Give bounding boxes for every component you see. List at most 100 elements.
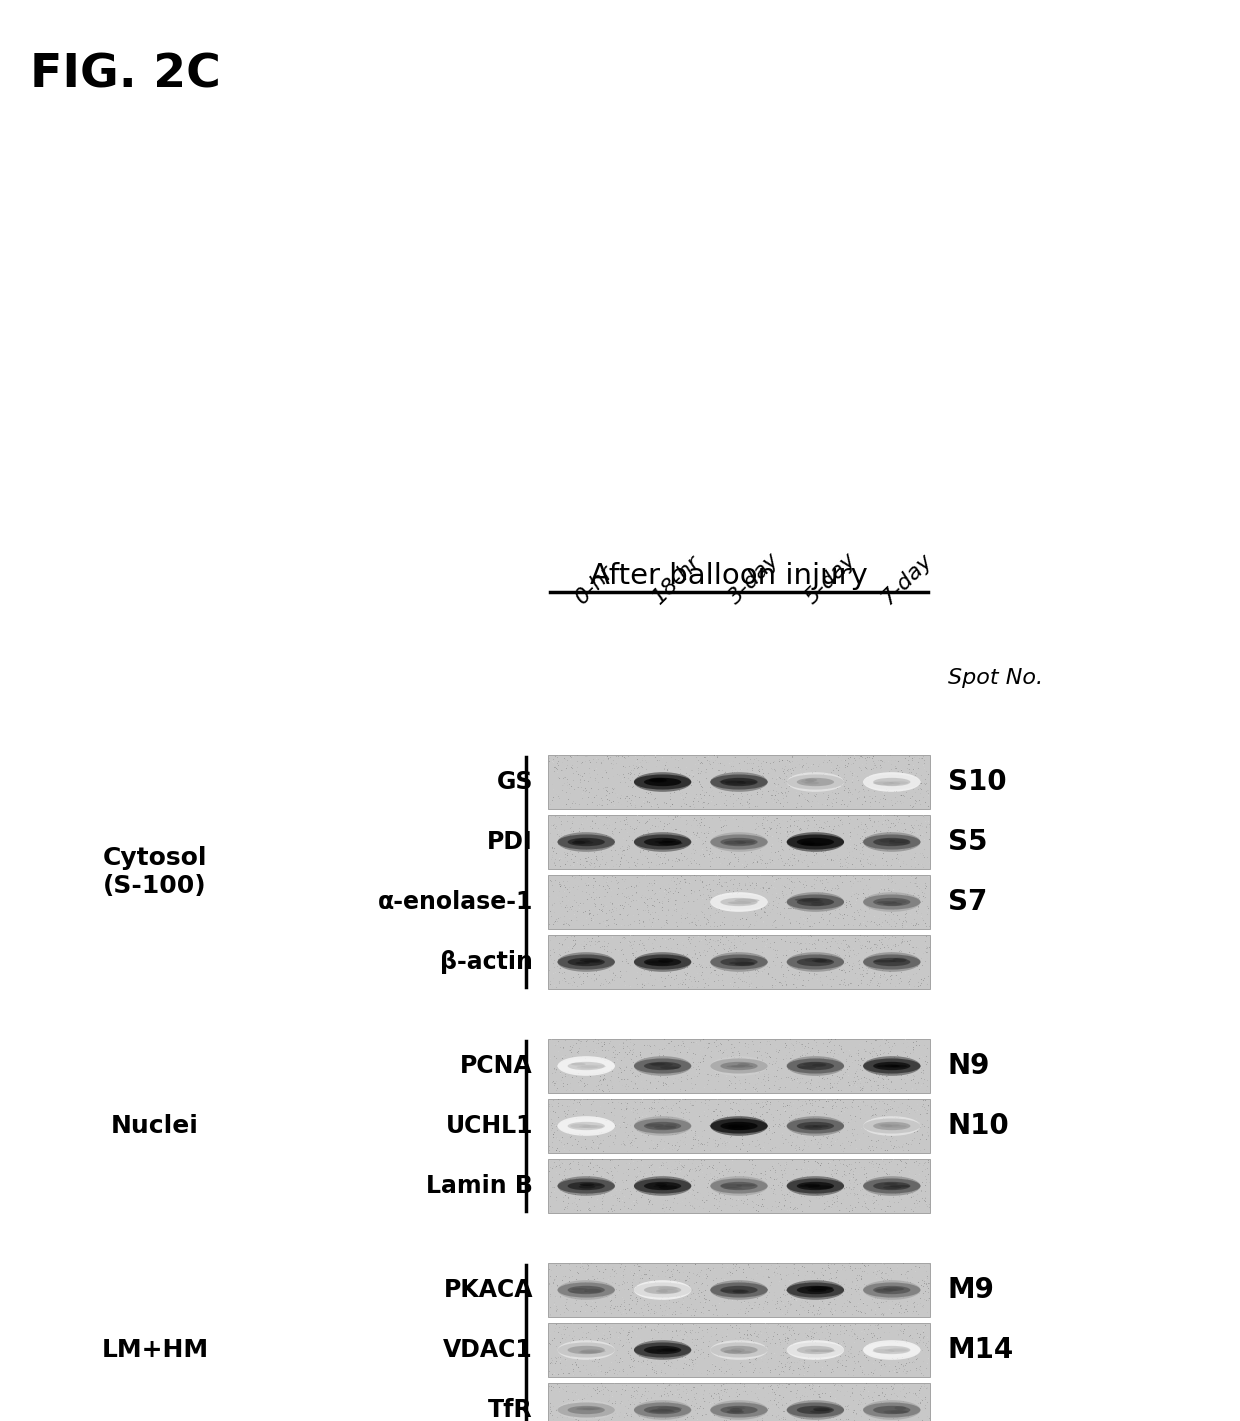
Ellipse shape bbox=[889, 959, 906, 962]
Text: 18-hr: 18-hr bbox=[649, 551, 704, 608]
Ellipse shape bbox=[873, 1346, 910, 1354]
Ellipse shape bbox=[805, 1349, 818, 1353]
Ellipse shape bbox=[873, 1286, 910, 1295]
Ellipse shape bbox=[863, 1118, 920, 1134]
Ellipse shape bbox=[720, 838, 758, 845]
Ellipse shape bbox=[884, 1349, 908, 1351]
Ellipse shape bbox=[720, 898, 758, 907]
Ellipse shape bbox=[644, 958, 681, 966]
Text: PKACA: PKACA bbox=[444, 1277, 533, 1302]
Ellipse shape bbox=[724, 1350, 742, 1353]
Ellipse shape bbox=[729, 962, 755, 965]
Ellipse shape bbox=[634, 1282, 691, 1297]
Ellipse shape bbox=[734, 958, 753, 962]
Ellipse shape bbox=[651, 1408, 672, 1411]
Text: S7: S7 bbox=[949, 888, 987, 917]
Ellipse shape bbox=[720, 1121, 758, 1130]
Ellipse shape bbox=[815, 959, 832, 963]
Ellipse shape bbox=[811, 902, 825, 905]
Ellipse shape bbox=[720, 1286, 758, 1295]
Ellipse shape bbox=[660, 1066, 680, 1069]
Ellipse shape bbox=[863, 1340, 920, 1360]
Ellipse shape bbox=[573, 841, 594, 844]
Text: 5-day: 5-day bbox=[801, 550, 861, 608]
Ellipse shape bbox=[646, 1124, 665, 1127]
Ellipse shape bbox=[634, 952, 691, 972]
Ellipse shape bbox=[580, 1184, 594, 1187]
Ellipse shape bbox=[634, 1115, 691, 1135]
Ellipse shape bbox=[583, 1408, 601, 1410]
Ellipse shape bbox=[786, 892, 844, 912]
Ellipse shape bbox=[568, 1346, 605, 1354]
Ellipse shape bbox=[580, 1350, 606, 1353]
Ellipse shape bbox=[805, 1184, 820, 1187]
Ellipse shape bbox=[733, 1290, 749, 1293]
Ellipse shape bbox=[737, 1184, 755, 1187]
Ellipse shape bbox=[658, 1289, 678, 1293]
Ellipse shape bbox=[786, 1178, 844, 1194]
Ellipse shape bbox=[737, 841, 755, 844]
Text: Lamin B: Lamin B bbox=[427, 1174, 533, 1198]
Text: S10: S10 bbox=[949, 767, 1007, 796]
Ellipse shape bbox=[580, 1184, 603, 1187]
Ellipse shape bbox=[738, 1351, 751, 1354]
Ellipse shape bbox=[649, 779, 663, 782]
Ellipse shape bbox=[578, 1351, 598, 1353]
Ellipse shape bbox=[711, 772, 768, 791]
Ellipse shape bbox=[577, 1407, 600, 1410]
Ellipse shape bbox=[727, 1410, 744, 1414]
Ellipse shape bbox=[890, 1411, 908, 1414]
Ellipse shape bbox=[873, 958, 910, 966]
Ellipse shape bbox=[730, 1066, 753, 1067]
Ellipse shape bbox=[558, 952, 615, 972]
Ellipse shape bbox=[808, 1185, 833, 1189]
Ellipse shape bbox=[883, 902, 903, 905]
Ellipse shape bbox=[634, 955, 691, 969]
Ellipse shape bbox=[570, 1063, 585, 1066]
Ellipse shape bbox=[651, 1063, 673, 1067]
Ellipse shape bbox=[558, 1343, 615, 1357]
Ellipse shape bbox=[797, 1061, 835, 1070]
Ellipse shape bbox=[873, 1405, 910, 1414]
Ellipse shape bbox=[658, 1286, 677, 1290]
Ellipse shape bbox=[786, 834, 844, 850]
Ellipse shape bbox=[873, 782, 894, 784]
Ellipse shape bbox=[584, 961, 603, 963]
Ellipse shape bbox=[786, 1403, 844, 1418]
Bar bbox=[548, 1160, 930, 1214]
Ellipse shape bbox=[645, 961, 670, 965]
Ellipse shape bbox=[656, 1184, 667, 1187]
Ellipse shape bbox=[863, 772, 920, 791]
Ellipse shape bbox=[634, 1056, 691, 1076]
Ellipse shape bbox=[656, 1289, 668, 1293]
Ellipse shape bbox=[711, 834, 768, 850]
Ellipse shape bbox=[804, 1063, 826, 1067]
Ellipse shape bbox=[873, 838, 910, 845]
Text: β-actin: β-actin bbox=[440, 951, 533, 973]
Ellipse shape bbox=[558, 1115, 615, 1135]
Ellipse shape bbox=[877, 1064, 900, 1067]
Ellipse shape bbox=[733, 1289, 748, 1293]
Ellipse shape bbox=[863, 774, 920, 790]
Ellipse shape bbox=[875, 1289, 893, 1293]
Text: N9: N9 bbox=[949, 1052, 991, 1080]
Ellipse shape bbox=[724, 1187, 743, 1189]
Ellipse shape bbox=[650, 777, 667, 782]
Ellipse shape bbox=[661, 1349, 678, 1351]
Ellipse shape bbox=[893, 958, 906, 962]
Ellipse shape bbox=[805, 958, 827, 962]
Ellipse shape bbox=[579, 1185, 595, 1188]
Ellipse shape bbox=[863, 834, 920, 850]
Ellipse shape bbox=[889, 840, 909, 843]
Ellipse shape bbox=[572, 841, 585, 844]
Ellipse shape bbox=[720, 958, 758, 966]
Ellipse shape bbox=[711, 955, 768, 969]
Ellipse shape bbox=[863, 1282, 920, 1297]
Text: Spot No.: Spot No. bbox=[949, 668, 1043, 688]
Ellipse shape bbox=[786, 1056, 844, 1076]
Ellipse shape bbox=[863, 1177, 920, 1196]
Ellipse shape bbox=[883, 1287, 904, 1290]
Ellipse shape bbox=[575, 1408, 595, 1411]
Ellipse shape bbox=[634, 1059, 691, 1073]
Ellipse shape bbox=[786, 833, 844, 851]
